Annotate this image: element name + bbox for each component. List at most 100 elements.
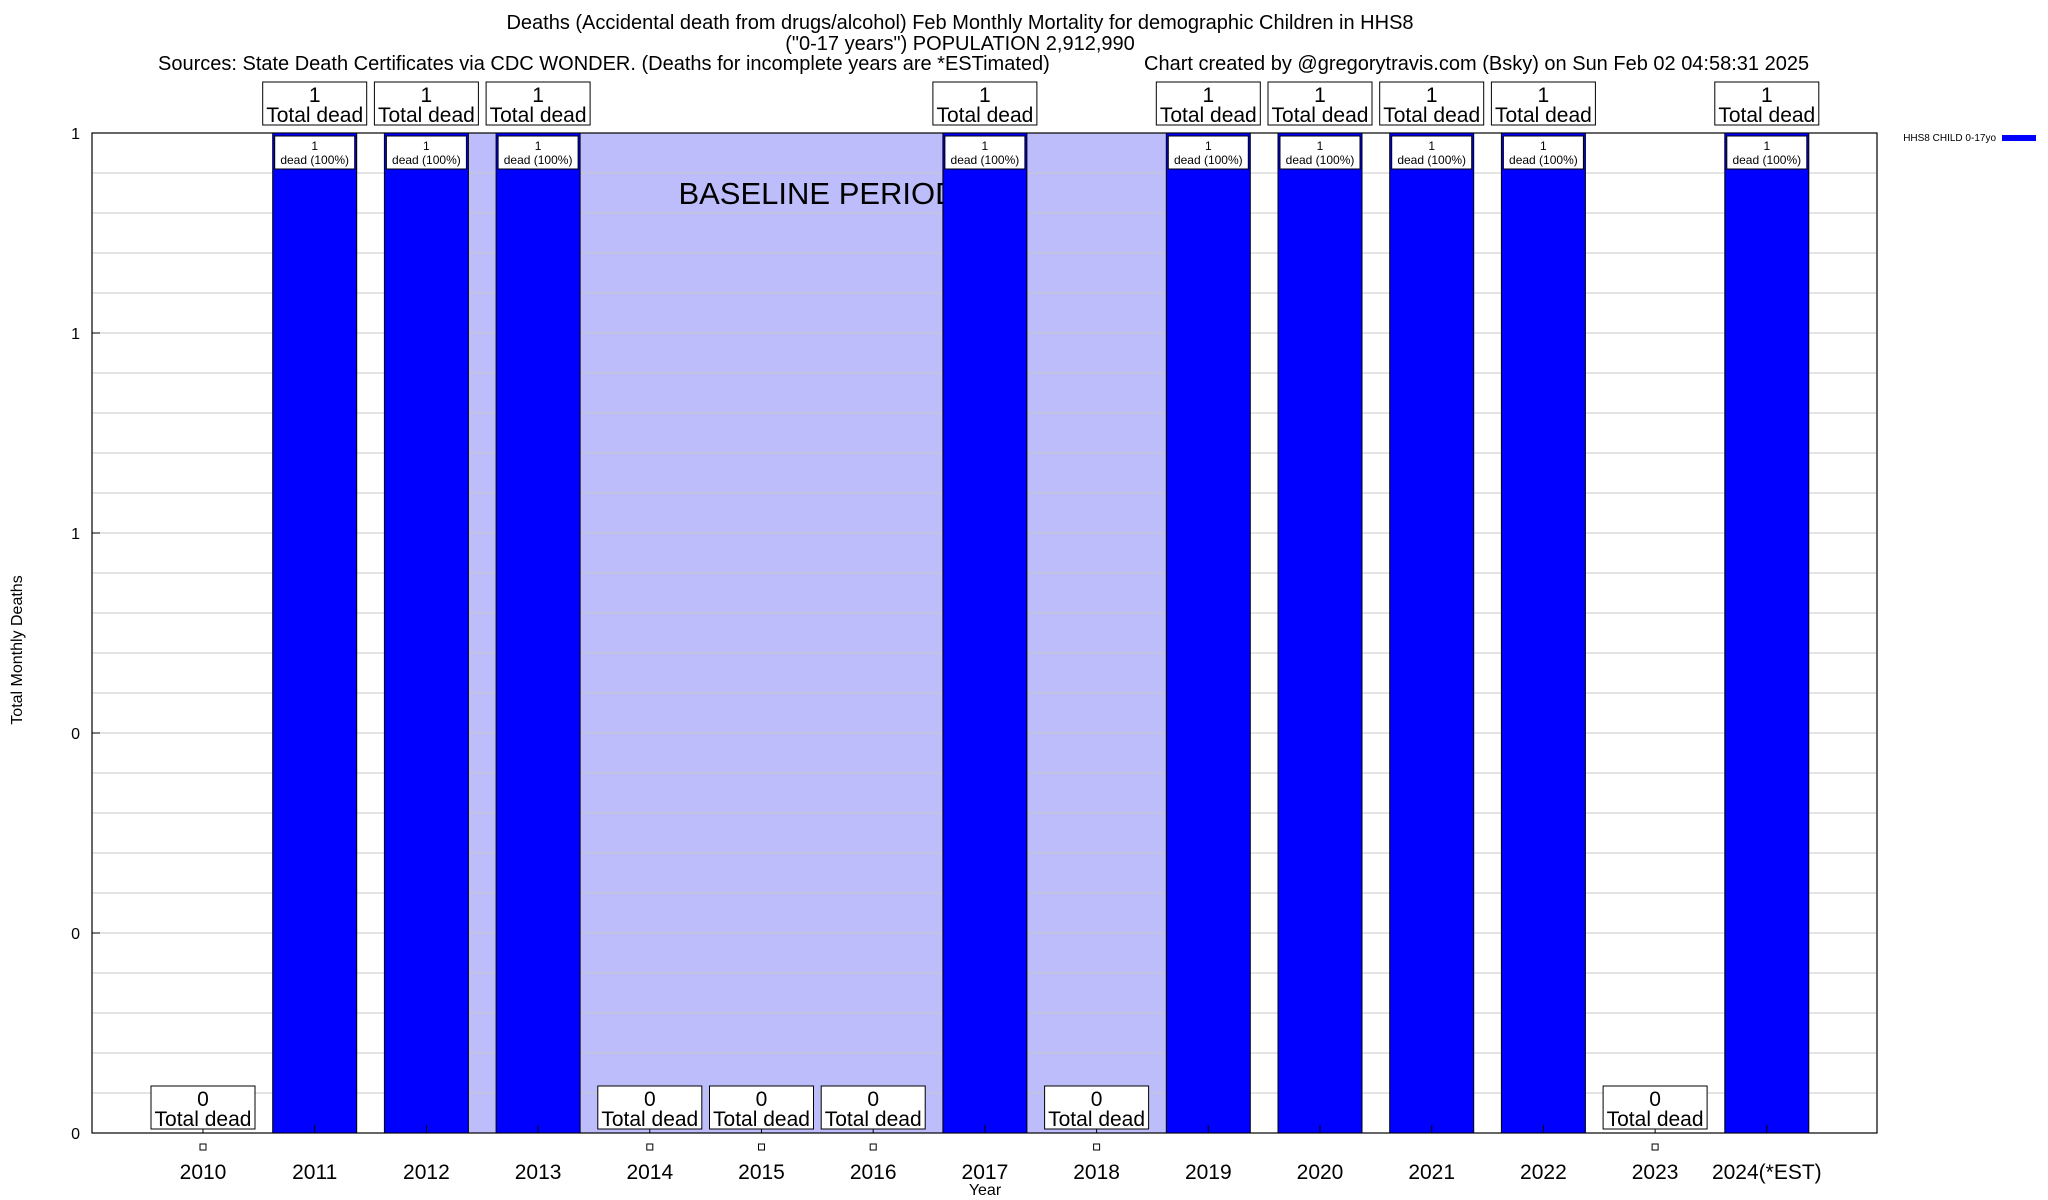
total-label-box-2018: [1044, 1085, 1150, 1130]
total-dead-label-2024(*EST): Total dead: [1718, 104, 1815, 127]
x-tick-label-2015: 2015: [738, 1161, 785, 1184]
bar-percent-label-2012: dead (100%): [392, 153, 461, 167]
x-tick-label-2014: 2014: [626, 1161, 673, 1184]
total-value-2021: 1: [1426, 84, 1438, 107]
x-tick-label-2020: 2020: [1297, 1161, 1344, 1184]
chart-title-line-2: ("0-17 years") POPULATION 2,912,990: [785, 33, 1135, 55]
bar-label-box-2020: [1279, 135, 1361, 170]
total-label-box-2011: [262, 81, 368, 126]
total-value-2012: 1: [421, 84, 433, 107]
total-value-2024(*EST): 1: [1761, 84, 1773, 107]
bar-percent-label-2017: dead (100%): [951, 153, 1020, 167]
total-label-box-2024(*EST): [1714, 81, 1820, 126]
bar-value-2012: 1: [423, 139, 430, 153]
bar-percent-label-2019: dead (100%): [1174, 153, 1243, 167]
zero-marker-2016: [869, 1143, 877, 1151]
bar-2021: [1389, 132, 1475, 1134]
y-tick-label: 1: [71, 326, 80, 343]
total-label-box-2014: [597, 1085, 703, 1130]
bar-2019: [1165, 132, 1251, 1134]
total-value-2016: 0: [867, 1088, 879, 1111]
bar-percent-label-2022: dead (100%): [1509, 153, 1578, 167]
zero-marker-2023: [1651, 1143, 1659, 1151]
x-tick-label-2016: 2016: [850, 1161, 897, 1184]
x-tick-label-2010: 2010: [180, 1161, 227, 1184]
total-dead-label-2013: Total dead: [490, 104, 587, 127]
total-value-2023: 0: [1649, 1088, 1661, 1111]
total-label-box-2021: [1379, 81, 1485, 126]
x-tick-label-2011: 2011: [292, 1161, 337, 1184]
bar-2011: [272, 132, 358, 1134]
bar-2013: [495, 132, 581, 1134]
total-dead-label-2016: Total dead: [825, 1108, 922, 1131]
total-dead-label-2014: Total dead: [601, 1108, 698, 1131]
bar-label-box-2011: [274, 135, 356, 170]
zero-marker-2015: [758, 1143, 765, 1151]
total-value-2018: 0: [1091, 1088, 1103, 1111]
x-tick-label-2013: 2013: [515, 1161, 562, 1184]
total-label-box-2013: [485, 81, 591, 126]
y-axis-ticks: 0 0 0 1 1 1: [71, 126, 100, 1143]
zero-marker-2014: [646, 1143, 654, 1151]
bar-2024(*EST): [1724, 132, 1810, 1134]
y-tick-label: 1: [71, 526, 80, 543]
total-dead-label-2020: Total dead: [1272, 104, 1369, 127]
total-label-box-2020: [1267, 81, 1373, 126]
bar-value-2011: 1: [311, 139, 318, 153]
total-value-2015: 0: [756, 1088, 768, 1111]
bar-value-2021: 1: [1428, 139, 1435, 153]
bar-label-box-2012: [385, 135, 467, 170]
total-value-2010: 0: [197, 1088, 209, 1111]
bar-label-box-2021: [1391, 135, 1473, 170]
total-label-box-2016: [820, 1085, 926, 1130]
y-tick-label: 0: [71, 1126, 80, 1143]
total-value-2011: 1: [309, 84, 321, 107]
total-dead-label-2023: Total dead: [1607, 1108, 1704, 1131]
total-label-box-2022: [1490, 81, 1596, 126]
y-tick-label: 1: [71, 126, 80, 143]
total-dead-label-2011: Total dead: [266, 104, 363, 127]
bar-2017: [942, 132, 1028, 1134]
total-value-2013: 1: [532, 84, 544, 107]
x-axis-ticks: 2010 2011 2012 2013 2014 2015 2016 2017 2018 2019…: [180, 1125, 1822, 1184]
total-dead-label-2017: Total dead: [936, 104, 1033, 127]
bar-label-box-2019: [1167, 135, 1249, 170]
total-dead-label-2018: Total dead: [1048, 1108, 1145, 1131]
legend-label: HHS8 CHILD 0-17yo: [1903, 133, 1996, 144]
bar-value-2017: 1: [982, 139, 989, 153]
total-value-2022: 1: [1538, 84, 1550, 107]
total-value-2014: 0: [644, 1088, 656, 1111]
bar-value-2013: 1: [535, 139, 542, 153]
total-value-2020: 1: [1314, 84, 1326, 107]
x-tick-label-2012: 2012: [403, 1161, 450, 1184]
x-tick-label-2021: 2021: [1408, 1161, 1455, 1184]
total-label-box-2017: [932, 81, 1038, 126]
x-axis-label: Year: [969, 1182, 1002, 1199]
total-dead-label-2010: Total dead: [155, 1108, 252, 1131]
x-tick-label-2017: 2017: [962, 1161, 1009, 1184]
total-dead-label-2019: Total dead: [1160, 104, 1257, 127]
x-tick-label-2022: 2022: [1520, 1161, 1567, 1184]
y-axis-label: Total Monthly Deaths: [9, 575, 26, 724]
chart-credit-note: Chart created by @gregorytravis.com (Bsk…: [1144, 53, 1810, 75]
legend-swatch: [2002, 135, 2036, 141]
x-tick-label-2023: 2023: [1632, 1161, 1679, 1184]
legend: HHS8 CHILD 0-17yo: [1903, 133, 2036, 144]
bar-label-box-2013: [497, 135, 579, 170]
y-tick-label: 0: [71, 726, 80, 743]
bar-label-box-2024(*EST): [1726, 135, 1808, 170]
total-value-2019: 1: [1202, 84, 1214, 107]
bar-value-2022: 1: [1540, 139, 1547, 153]
bar-percent-label-2011: dead (100%): [280, 153, 349, 167]
bar-2020: [1277, 132, 1363, 1134]
x-tick-label-2019: 2019: [1185, 1161, 1232, 1184]
total-label-box-2015: [709, 1085, 814, 1130]
bar-label-box-2017: [944, 135, 1026, 170]
x-tick-label-2024(*EST): 2024(*EST): [1712, 1161, 1822, 1184]
bars-group: [272, 132, 1810, 1134]
y-tick-label: 0: [71, 926, 80, 943]
bar-2012: [383, 132, 469, 1134]
total-dead-label-2012: Total dead: [378, 104, 475, 127]
bar-value-2019: 1: [1205, 139, 1212, 153]
